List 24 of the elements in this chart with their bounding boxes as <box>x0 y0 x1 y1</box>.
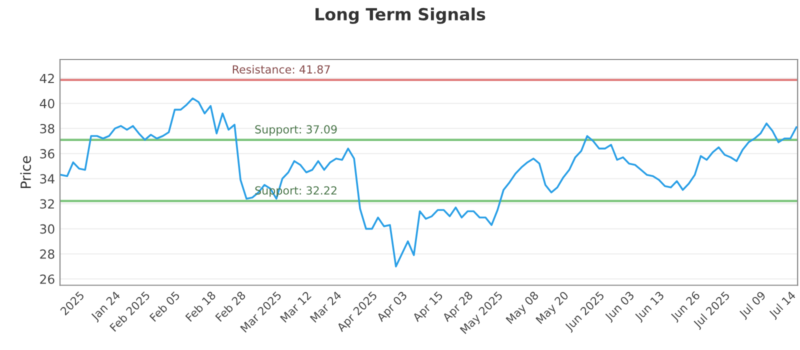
x-tick-label: Jul 09 <box>738 290 768 320</box>
y-tick-label: 30 <box>40 224 54 234</box>
x-tick-label: Jul 14 <box>768 290 798 320</box>
y-tick-label: 26 <box>40 274 54 284</box>
chart-title: Long Term Signals <box>316 8 486 24</box>
y-tick-label: 38 <box>40 124 54 134</box>
y-tick-label: 28 <box>40 249 54 259</box>
x-tick-label: Feb 05 <box>149 290 180 322</box>
y-tick-label: 36 <box>40 149 54 158</box>
x-tick-label: Mar 24 <box>310 290 342 323</box>
x-tick-label: Apr 03 <box>376 290 409 324</box>
x-tick-label: Feb 18 <box>184 290 216 322</box>
y-tick-label: 32 <box>40 199 54 209</box>
x-tick-label: Jun 13 <box>634 290 666 323</box>
y-axis-title: Price <box>20 156 31 188</box>
y-tick-label: 40 <box>40 98 54 108</box>
ref-line-label: Support: 37.09 <box>255 125 337 136</box>
x-tick-label: Feb 28 <box>214 290 246 322</box>
x-tick-label: Apr 15 <box>412 291 445 324</box>
x-tick-label: Jun 03 <box>604 290 636 323</box>
y-tick-label: 42 <box>40 74 54 84</box>
ref-line-label: Resistance: 41.87 <box>232 65 330 74</box>
line-series <box>60 97 798 268</box>
y-tick-label: 34 <box>40 174 54 184</box>
